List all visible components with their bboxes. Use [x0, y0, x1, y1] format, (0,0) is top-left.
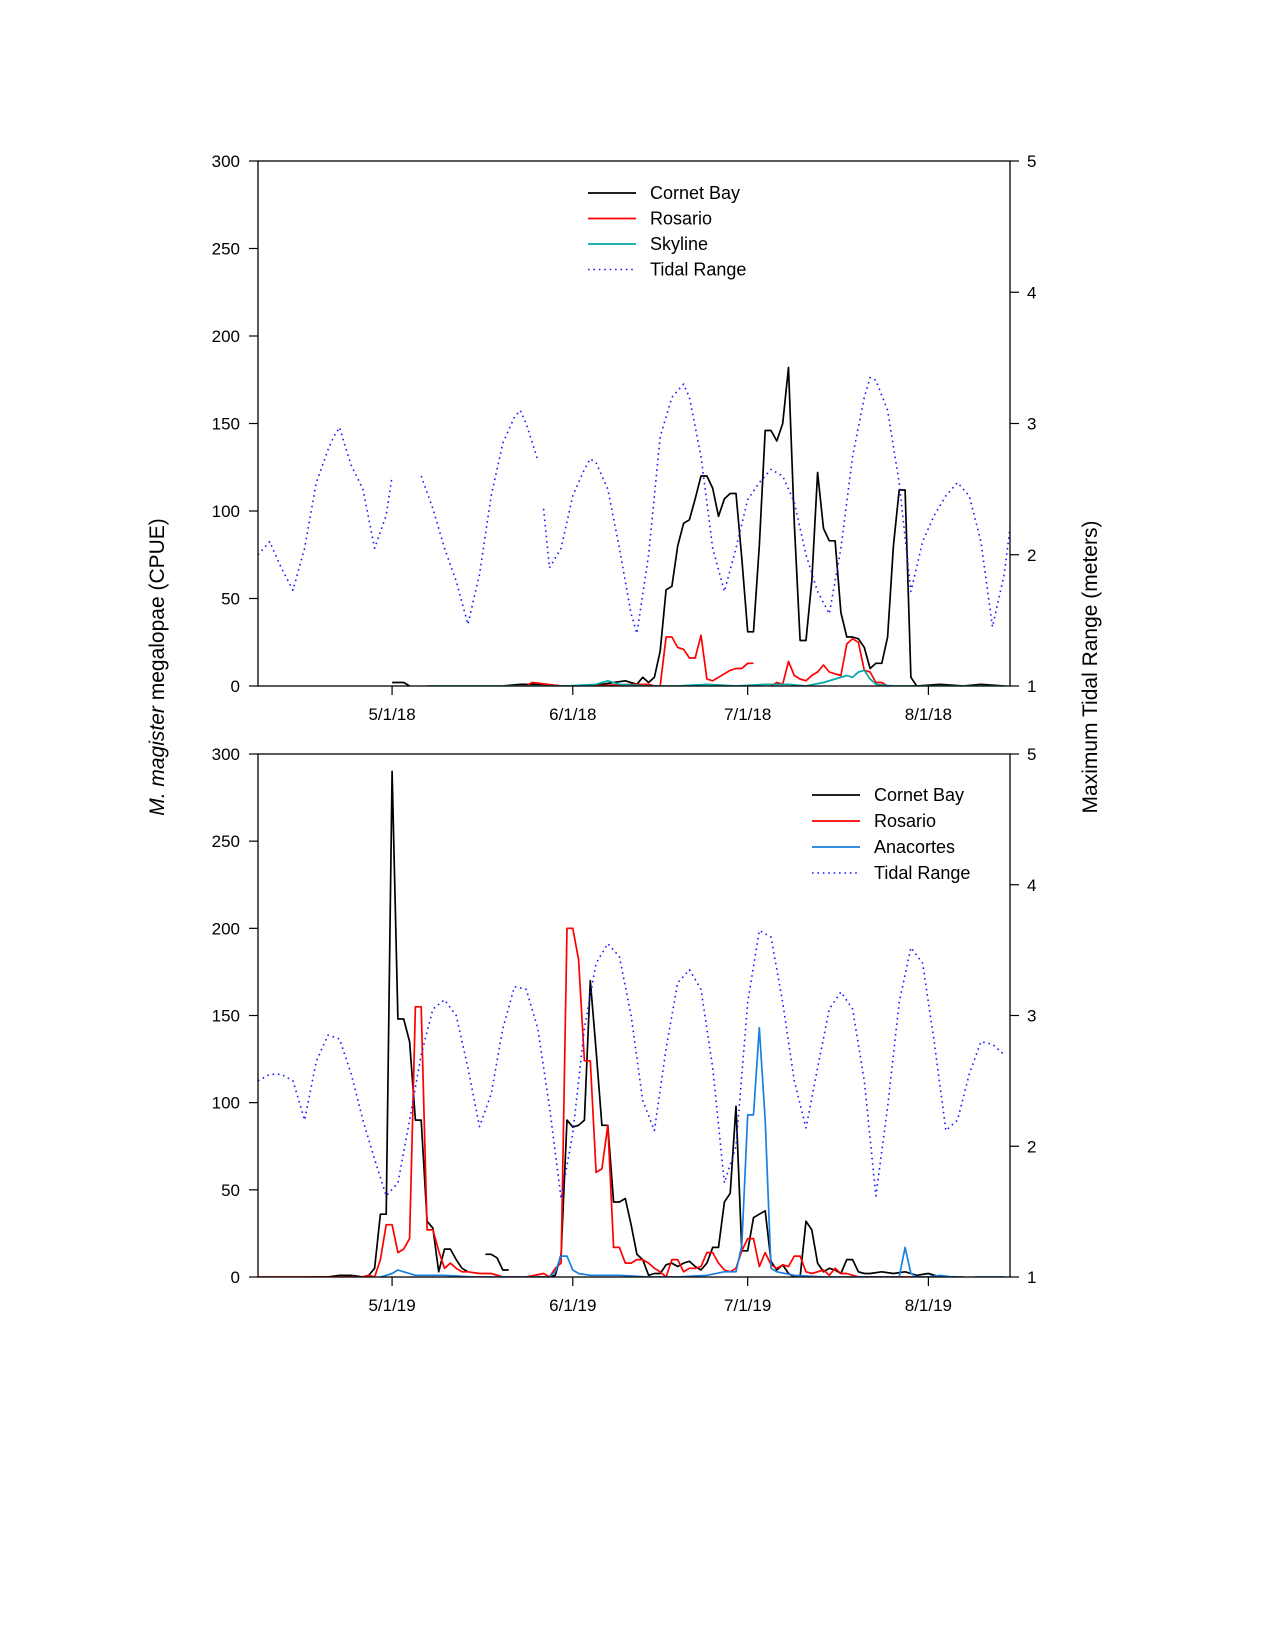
legend-label-anacortes: Anacortes [874, 837, 955, 857]
y2-tick-label: 1 [1027, 1268, 1036, 1287]
chart-2019: 0 50 100 150 200 250 300 1 2 3 4 5 5/1/19 6/1/19 7/1/1… [212, 745, 1037, 1315]
chart-2019-legend: Cornet Bay Rosario Anacortes Tidal Range [812, 785, 970, 883]
series-tidal-range-line-1 [258, 426, 393, 591]
y-tick-label: 100 [212, 1094, 240, 1113]
y2-tick-label: 5 [1027, 745, 1036, 764]
x-tick-label: 5/1/19 [368, 1296, 415, 1315]
x-tick-label: 5/1/18 [368, 705, 415, 724]
chart-2018: 0 50 100 150 200 250 300 1 2 3 4 5 5/1/18 6/1/18 7/1/1… [212, 152, 1037, 724]
y2-tick-label: 2 [1027, 546, 1036, 565]
series-anacortes-line-1 [380, 1026, 964, 1277]
series-cornet-bay-line-2 [502, 366, 1005, 686]
y-tick-label: 300 [212, 152, 240, 171]
x-tick-label: 7/1/18 [724, 705, 771, 724]
y2-tick-label: 4 [1027, 283, 1036, 302]
legend-label-tidal-range: Tidal Range [650, 260, 746, 280]
legend-label-cornet-bay: Cornet Bay [874, 785, 964, 805]
series-tidal-range-line-2 [420, 409, 539, 626]
x-tick-label: 8/1/18 [905, 705, 952, 724]
y-tick-label: 200 [212, 919, 240, 938]
chart-2018-axes: 0 50 100 150 200 250 300 1 2 3 4 5 5/1/18 6/1/18 7/1/1… [212, 152, 1037, 724]
x-tick-label: 7/1/19 [724, 1296, 771, 1315]
series-cornet-bay-line-2 [485, 1253, 509, 1271]
y2-tick-label: 1 [1027, 677, 1036, 696]
chart-2019-plot-frame [257, 753, 1011, 1278]
chart-2018-legend: Cornet Bay Rosario Skyline Tidal Range [588, 183, 746, 280]
x-tick-label: 6/1/19 [549, 1296, 596, 1315]
y-tick-label: 150 [212, 1007, 240, 1026]
y-tick-label: 0 [231, 1268, 240, 1287]
y-tick-label: 50 [221, 590, 240, 609]
left-axis-title: M. magister megalopae (CPUE) [146, 518, 169, 816]
series-tidal-range-line-3 [542, 376, 1010, 635]
legend-label-skyline: Skyline [650, 234, 708, 254]
x-tick-label: 6/1/18 [549, 705, 596, 724]
chart-2018-series [258, 366, 1010, 686]
y-tick-label: 150 [212, 415, 240, 434]
series-rosario-line-1 [502, 634, 754, 686]
y-tick-label: 250 [212, 832, 240, 851]
y-tick-label: 100 [212, 502, 240, 521]
x-tick-label: 8/1/19 [905, 1296, 952, 1315]
legend-label-rosario: Rosario [874, 811, 936, 831]
chart-2019-axes: 0 50 100 150 200 250 300 1 2 3 4 5 5/1/19 6/1/19 7/1/1… [212, 745, 1037, 1315]
series-skyline-line-1 [427, 669, 1005, 686]
y-tick-label: 50 [221, 1181, 240, 1200]
series-rosario-line-1 [258, 927, 940, 1277]
series-cornet-bay-line-3 [537, 979, 958, 1277]
series-tidal-range-line-1 [258, 929, 1005, 1200]
series-cornet-bay-line-1 [392, 681, 411, 686]
y2-tick-label: 3 [1027, 1007, 1036, 1026]
chart-2019-series [258, 770, 1005, 1277]
series-cornet-bay-line-1 [310, 770, 469, 1277]
y-tick-label: 0 [231, 677, 240, 696]
y2-tick-label: 5 [1027, 152, 1036, 171]
y2-tick-label: 3 [1027, 415, 1036, 434]
legend-label-rosario: Rosario [650, 209, 712, 229]
y-tick-label: 300 [212, 745, 240, 764]
legend-label-tidal-range: Tidal Range [874, 863, 970, 883]
series-rosario-line-2 [770, 637, 889, 686]
y-tick-label: 200 [212, 327, 240, 346]
y2-tick-label: 4 [1027, 876, 1036, 895]
chart-2018-plot-frame [257, 160, 1011, 687]
y-tick-label: 250 [212, 240, 240, 259]
y2-tick-label: 2 [1027, 1137, 1036, 1156]
legend-label-cornet-bay: Cornet Bay [650, 183, 740, 203]
right-axis-title: Maximum Tidal Range (meters) [1079, 521, 1102, 814]
